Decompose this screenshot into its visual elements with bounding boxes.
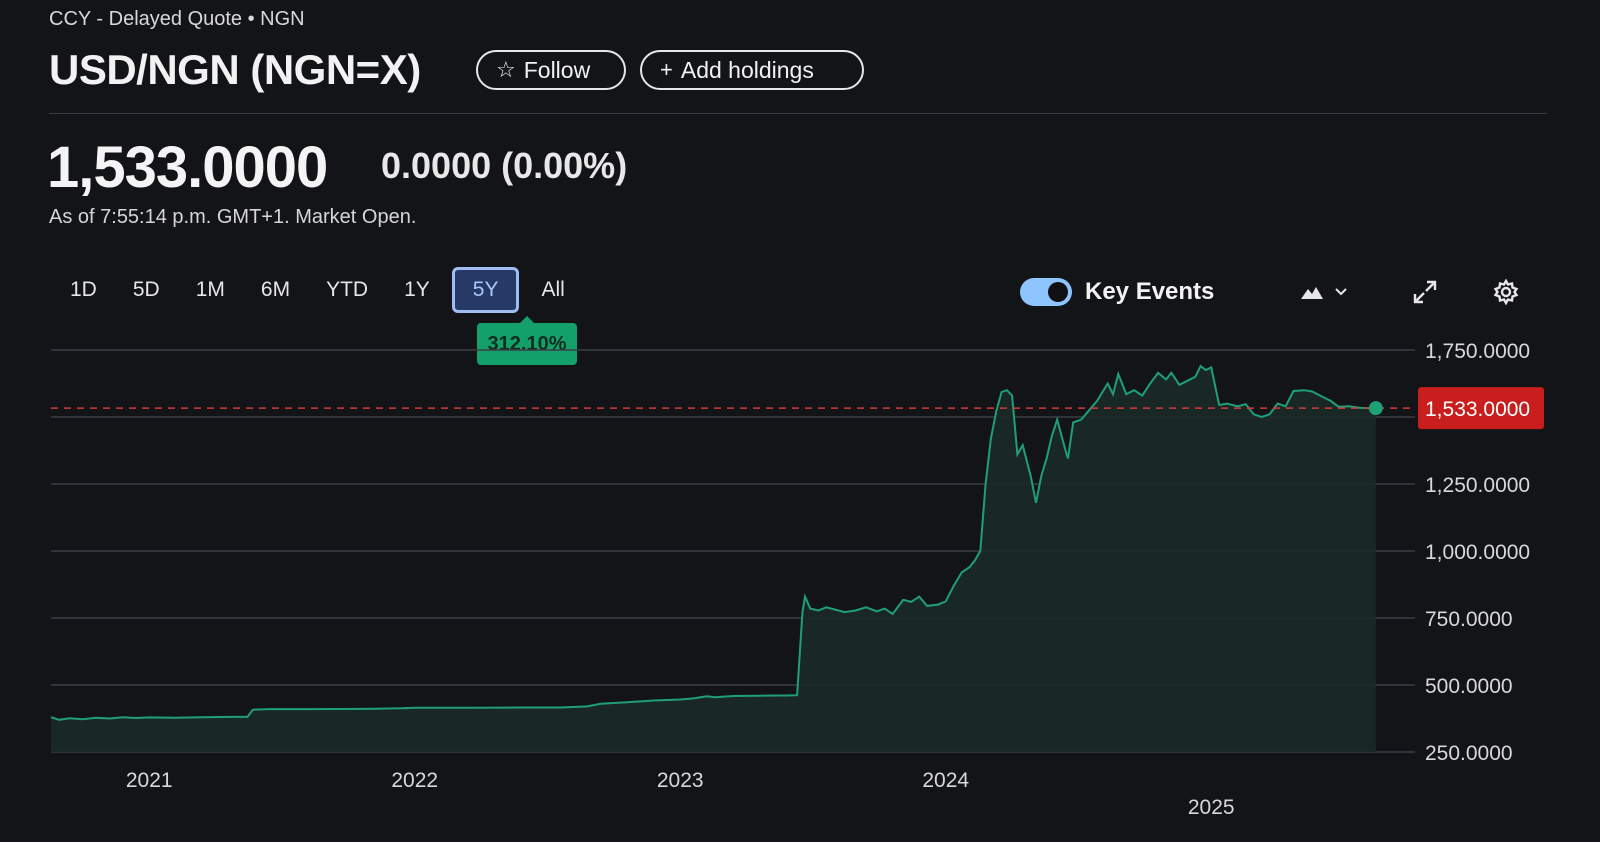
price-change: 0.0000 (0.00%): [381, 145, 627, 187]
page-title: USD/NGN (NGN=X): [49, 46, 421, 93]
x-tick-label: 2024: [922, 769, 969, 792]
range-button-all[interactable]: All: [541, 278, 565, 301]
quote-timestamp: As of 7:55:14 p.m. GMT+1. Market Open.: [49, 206, 417, 228]
price-area: [51, 366, 1376, 752]
range-button-ytd[interactable]: YTD: [326, 278, 369, 301]
chart-type-menu[interactable]: [1300, 275, 1348, 309]
add-holdings-button[interactable]: + Add holdings: [640, 50, 864, 90]
add-holdings-label: Add holdings: [680, 56, 814, 83]
y-tick-label: 250.0000: [1425, 742, 1513, 765]
divider: [49, 113, 1547, 114]
change-percent: (0.00%): [501, 145, 628, 186]
range-button-1y[interactable]: 1Y: [404, 278, 430, 301]
x-tick-label: 2023: [657, 769, 704, 792]
x-tick-label: 2022: [391, 769, 438, 792]
range-button-5d[interactable]: 5D: [132, 278, 160, 301]
toggle-knob: [1048, 282, 1068, 302]
y-tick-label: 500.0000: [1425, 675, 1513, 698]
y-tick-label: 750.0000: [1425, 608, 1513, 631]
star-icon: ☆: [496, 57, 516, 82]
range-button-5y[interactable]: 5Y: [451, 267, 520, 313]
mountain-chart-icon: [1301, 287, 1323, 299]
price-line: [50, 364, 1376, 721]
fullscreen-button[interactable]: [1412, 275, 1438, 309]
current-price-dot: [1368, 401, 1383, 416]
follow-label: Follow: [523, 56, 591, 83]
y-tick-label: 1,000.0000: [1425, 541, 1530, 564]
price-chart[interactable]: 1,750.0000 1,250.0000 1,000.0000 750.0000 50…: [0, 330, 1600, 842]
range-button-6m[interactable]: 6M: [260, 278, 291, 301]
range-button-1m[interactable]: 1M: [195, 278, 225, 301]
current-price-label: 1,533.0000: [1425, 398, 1530, 421]
follow-button[interactable]: ☆ Follow: [476, 50, 626, 90]
quote-subtitle: CCY - Delayed Quote • NGN: [49, 8, 305, 30]
range-selector: 1D 5D 1M 6M YTD 1Y 5Y All: [52, 267, 583, 313]
key-events-toggle[interactable]: [1020, 278, 1072, 306]
plus-icon: +: [660, 57, 673, 82]
expand-icon: [1413, 280, 1437, 304]
settings-button[interactable]: [1492, 275, 1520, 309]
gear-icon: [1493, 278, 1519, 306]
chevron-down-icon: [1335, 288, 1347, 296]
change-value: 0.0000: [381, 145, 492, 186]
key-events-label: Key Events: [1085, 278, 1215, 305]
range-button-1d[interactable]: 1D: [70, 278, 97, 301]
x-tick-label: 2025: [1188, 796, 1235, 819]
current-price-label-bg: [1418, 387, 1544, 430]
x-tick-label: 2021: [126, 769, 173, 792]
y-tick-label: 1,750.0000: [1425, 340, 1530, 363]
y-tick-label: 1,250.0000: [1425, 474, 1530, 497]
current-price: 1,533.0000: [47, 135, 328, 200]
